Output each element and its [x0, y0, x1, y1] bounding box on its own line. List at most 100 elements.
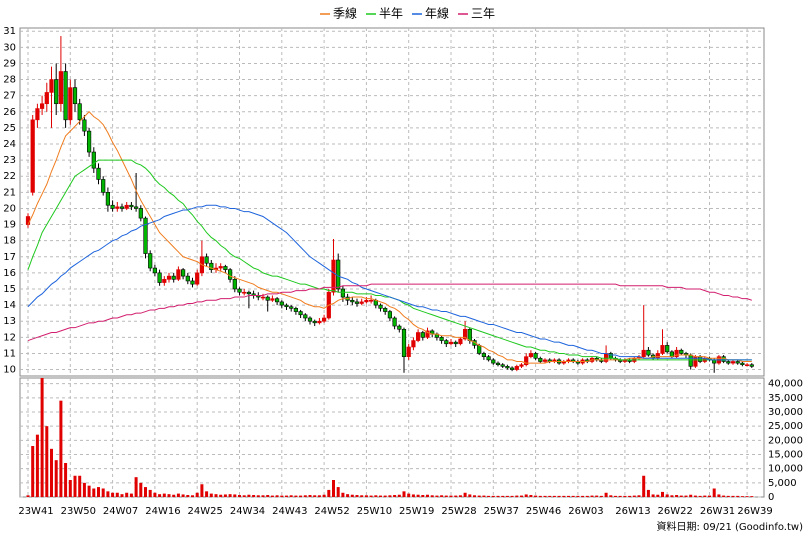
- volume-bar: [585, 495, 589, 497]
- volume-bar: [148, 489, 152, 497]
- legend-label: 半年: [379, 7, 403, 21]
- volume-bar: [651, 494, 655, 497]
- y-tick-label: 22: [3, 171, 16, 182]
- volume-bar: [200, 484, 204, 497]
- candle-body: [265, 296, 270, 301]
- volume-bar: [473, 495, 476, 497]
- candle-body: [336, 259, 341, 290]
- candle-body: [101, 179, 106, 193]
- volume-bar: [125, 492, 129, 497]
- legend-label: 三年: [471, 7, 495, 21]
- x-tick-label: 24W52: [314, 506, 349, 517]
- volume-tick-label: 0: [768, 492, 774, 503]
- volume-tick-label: 10,000: [768, 464, 803, 475]
- candle-body: [68, 87, 73, 121]
- y-tick-label: 17: [3, 252, 16, 263]
- volume-bar: [252, 495, 256, 497]
- volume-bar: [393, 495, 397, 497]
- volume-bar: [308, 495, 312, 497]
- volume-bar: [350, 494, 354, 497]
- volume-tick-label: 15,000: [768, 450, 803, 461]
- volume-bar: [341, 492, 345, 497]
- volume-bar: [266, 495, 270, 497]
- y-tick-label: 24: [3, 139, 16, 150]
- volume-bar: [590, 495, 594, 497]
- volume-bar: [153, 492, 157, 497]
- volume-bar: [740, 496, 744, 497]
- volume-bar: [238, 495, 241, 497]
- volume-bar: [581, 495, 585, 497]
- y-tick-label: 23: [3, 155, 16, 166]
- volume-bar: [557, 495, 561, 497]
- candle-body: [364, 299, 369, 303]
- volume-bar: [637, 495, 641, 497]
- candle-body: [740, 362, 745, 366]
- candle-body: [152, 267, 158, 274]
- candle-body: [54, 79, 59, 105]
- volume-bar: [604, 492, 608, 497]
- volume-bar: [703, 495, 707, 497]
- y-tick-label: 12: [3, 332, 16, 343]
- candle-body: [340, 288, 346, 298]
- volume-pane: [19, 377, 765, 498]
- volume-bar: [336, 487, 340, 497]
- candle-body: [744, 364, 750, 367]
- candle-body: [674, 349, 679, 357]
- y-tick-label: 10: [3, 365, 16, 376]
- volume-bar: [26, 495, 30, 497]
- volume-bar: [228, 494, 232, 497]
- volume-bar: [722, 495, 726, 497]
- candle-body: [321, 317, 327, 322]
- volume-bar: [247, 494, 251, 497]
- volume-bar: [496, 495, 500, 497]
- volume-bar: [219, 494, 223, 497]
- candle-body: [453, 341, 458, 345]
- volume-bar: [726, 495, 730, 497]
- volume-bar: [87, 485, 91, 497]
- volume-bar: [520, 495, 523, 497]
- volume-bar: [458, 495, 462, 497]
- volume-bar: [144, 487, 147, 497]
- volume-bar: [54, 460, 58, 497]
- volume-bar: [745, 496, 749, 497]
- candle-body: [655, 353, 660, 359]
- volume-bar: [40, 378, 44, 497]
- candle-body: [749, 364, 754, 367]
- volume-tick-label: 5,000: [768, 478, 797, 489]
- volume-bar: [736, 495, 740, 497]
- ma-line: [27, 283, 752, 342]
- volume-tick-label: 20,000: [768, 435, 803, 446]
- candle-body: [298, 311, 303, 316]
- volume-bar: [684, 495, 688, 497]
- x-tick-label: 24W43: [272, 506, 307, 517]
- volume-bar: [275, 495, 279, 497]
- candle-body: [312, 320, 317, 324]
- candle-body: [134, 206, 139, 209]
- volume-bar: [327, 489, 331, 497]
- volume-bar: [609, 495, 613, 497]
- candle-body: [538, 357, 543, 362]
- volume-bar: [209, 493, 213, 497]
- volume-bar: [35, 434, 39, 497]
- y-tick-label: 18: [3, 236, 16, 247]
- volume-bar: [397, 494, 401, 497]
- volume-bar: [78, 475, 82, 497]
- candle-body: [284, 304, 289, 308]
- candle-body: [420, 332, 425, 338]
- candle-body: [87, 130, 92, 153]
- y-tick-label: 19: [3, 220, 16, 231]
- volume-bar: [317, 495, 321, 497]
- volume-bar: [444, 495, 448, 497]
- candle-body: [491, 359, 496, 364]
- x-tick-label: 25W19: [399, 506, 434, 517]
- candle-body: [293, 308, 299, 312]
- source-note: 資料日期: 09/21 (Goodinfo.tw): [656, 520, 803, 533]
- candle-body: [260, 296, 266, 299]
- volume-bar: [242, 495, 246, 497]
- volume-bar: [45, 426, 49, 497]
- volume-bar: [646, 489, 650, 497]
- volume-bar: [106, 491, 110, 497]
- candle-body: [519, 364, 524, 367]
- y-tick-label: 26: [3, 107, 16, 118]
- candle-body: [467, 328, 472, 341]
